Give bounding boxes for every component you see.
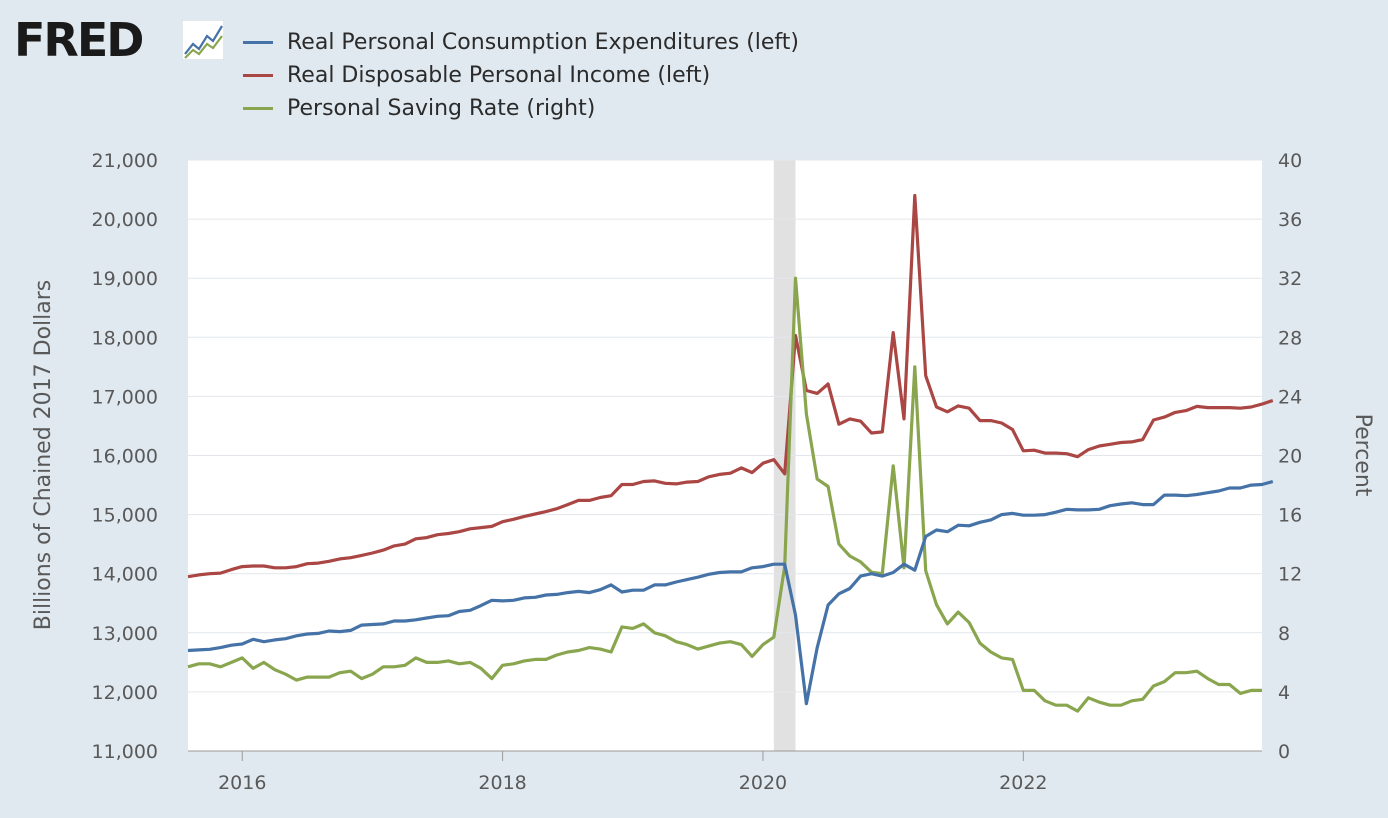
y-right-tick-label: 36 — [1278, 209, 1302, 231]
y-right-tick-label: 40 — [1278, 150, 1302, 172]
fred-logo-text: FRED — [14, 13, 144, 67]
legend-label: Real Personal Consumption Expenditures (… — [287, 30, 799, 55]
chart-legend: Real Personal Consumption Expenditures (… — [243, 26, 799, 125]
y-left-tick-label: 14,000 — [92, 564, 158, 586]
legend-swatch — [243, 41, 273, 44]
legend-item[interactable]: Real Personal Consumption Expenditures (… — [243, 26, 799, 59]
legend-item[interactable]: Personal Saving Rate (right) — [243, 92, 799, 125]
y-right-tick-label: 8 — [1278, 623, 1290, 645]
y-right-tick-label: 16 — [1278, 505, 1302, 527]
legend-item[interactable]: Real Disposable Personal Income (left) — [243, 59, 799, 92]
y-right-tick-label: 12 — [1278, 564, 1302, 586]
y-right-tick-label: 20 — [1278, 446, 1302, 468]
y-axis-left-label: Billions of Chained 2017 Dollars — [31, 280, 56, 631]
legend-swatch — [243, 74, 273, 77]
y-right-tick-label: 4 — [1278, 682, 1290, 704]
y-left-tick-label: 12,000 — [92, 682, 158, 704]
legend-swatch — [243, 107, 273, 110]
y-left-tick-label: 15,000 — [92, 505, 158, 527]
y-left-tick-label: 19,000 — [92, 268, 158, 290]
series-line-income[interactable] — [187, 193, 1274, 579]
y-left-tick-label: 13,000 — [92, 623, 158, 645]
y-right-tick-label: 0 — [1278, 741, 1290, 763]
y-axis-right-label: Percent — [1350, 414, 1375, 497]
y-left-tick-label: 16,000 — [92, 446, 158, 468]
y-right-tick-label: 32 — [1278, 268, 1302, 290]
legend-label: Personal Saving Rate (right) — [287, 96, 596, 121]
trend-chart-icon — [182, 20, 224, 60]
y-left-tick-label: 17,000 — [92, 386, 158, 408]
x-tick-label: 2020 — [739, 772, 787, 794]
series-line-saving[interactable] — [187, 276, 1262, 713]
y-right-tick-label: 24 — [1278, 386, 1302, 408]
legend-label: Real Disposable Personal Income (left) — [287, 63, 711, 88]
x-tick-label: 2022 — [999, 772, 1047, 794]
y-right-tick-label: 28 — [1278, 327, 1302, 349]
axes: 11,000 12,000 13,000 14,000 15,000 16,000 17,0… — [92, 150, 1303, 794]
gridlines — [188, 159, 1262, 693]
x-tick-label: 2018 — [478, 772, 526, 794]
y-left-tick-label: 20,000 — [92, 209, 158, 231]
y-left-tick-label: 18,000 — [92, 327, 158, 349]
y-left-tick-label: 21,000 — [92, 150, 158, 172]
series-line-pce[interactable] — [187, 479, 1274, 706]
y-left-tick-label: 11,000 — [92, 741, 158, 763]
x-tick-label: 2016 — [218, 772, 266, 794]
series-lines — [187, 193, 1274, 713]
